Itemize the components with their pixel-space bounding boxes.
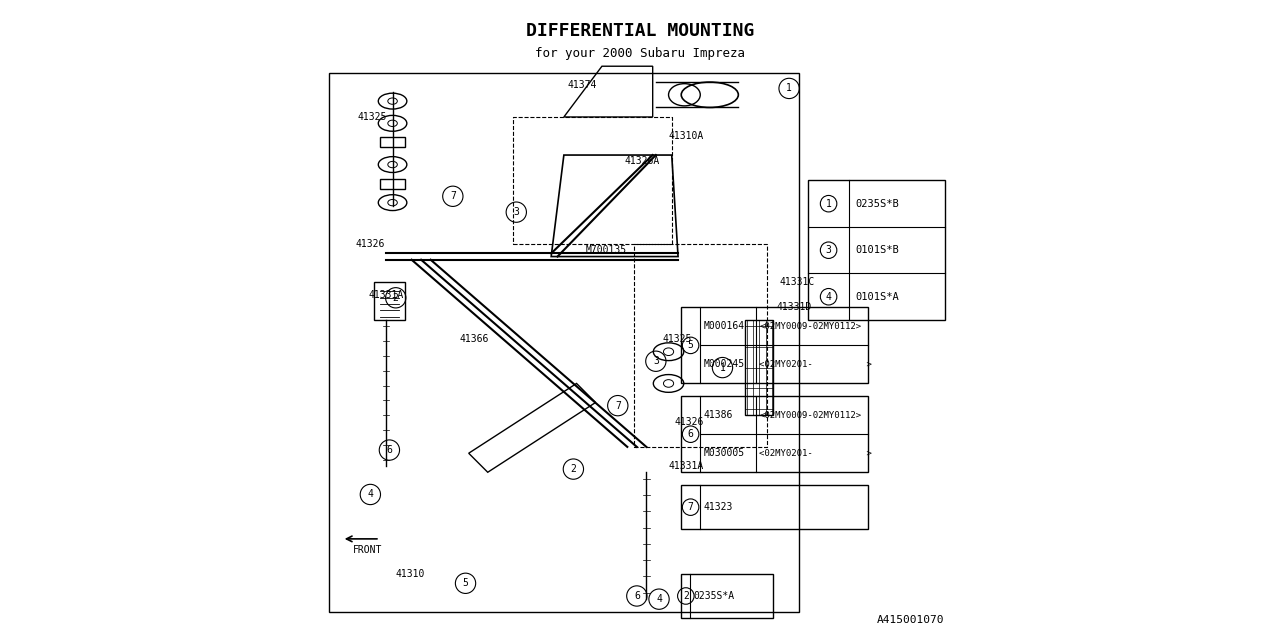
Text: 0235S*A: 0235S*A (694, 591, 735, 601)
Text: 41325: 41325 (357, 112, 387, 122)
Text: 6: 6 (687, 429, 694, 439)
Text: 2: 2 (684, 591, 689, 601)
Text: 2: 2 (393, 292, 398, 303)
Text: 7: 7 (614, 401, 621, 411)
Text: <02MY0201-          >: <02MY0201- > (759, 449, 872, 458)
Text: 41331C: 41331C (780, 277, 815, 287)
Text: 1: 1 (719, 363, 726, 372)
Text: 41310: 41310 (396, 569, 425, 579)
Text: 41310A: 41310A (668, 131, 704, 141)
Text: 1: 1 (826, 198, 832, 209)
Text: 41331A: 41331A (369, 290, 403, 300)
Text: <02MY0009-02MY0112>: <02MY0009-02MY0112> (759, 322, 861, 331)
Text: 5: 5 (687, 340, 694, 350)
Text: 41374: 41374 (567, 80, 596, 90)
Text: 41386: 41386 (703, 410, 732, 420)
Text: DIFFERENTIAL MOUNTING: DIFFERENTIAL MOUNTING (526, 22, 754, 40)
Text: 7: 7 (687, 502, 694, 512)
Text: M030005: M030005 (703, 448, 744, 458)
Text: 41331D: 41331D (777, 302, 812, 312)
Text: 41326: 41326 (675, 417, 704, 426)
Text: FRONT: FRONT (352, 545, 381, 556)
Text: 5: 5 (462, 579, 468, 588)
Text: for your 2000 Subaru Impreza: for your 2000 Subaru Impreza (535, 47, 745, 60)
Text: M000245: M000245 (703, 360, 744, 369)
Text: 2: 2 (571, 464, 576, 474)
Text: 0235S*B: 0235S*B (855, 198, 899, 209)
Text: M700135: M700135 (586, 245, 627, 255)
Text: 41326A: 41326A (625, 156, 659, 166)
Text: 41366: 41366 (460, 334, 489, 344)
Text: 6: 6 (387, 445, 393, 455)
Text: 4: 4 (826, 292, 832, 301)
Text: 6: 6 (634, 591, 640, 601)
Text: 41323: 41323 (703, 502, 732, 512)
Text: 3: 3 (826, 245, 832, 255)
Text: 41331A: 41331A (668, 461, 704, 471)
Text: 3: 3 (653, 356, 659, 366)
Text: 41325: 41325 (662, 334, 691, 344)
Text: M000164: M000164 (703, 321, 744, 332)
Text: 4: 4 (367, 490, 374, 499)
Text: 4: 4 (657, 594, 662, 604)
Text: <02MY0009-02MY0112>: <02MY0009-02MY0112> (759, 411, 861, 420)
Text: 7: 7 (449, 191, 456, 202)
Text: 41326: 41326 (356, 239, 385, 249)
Text: <02MY0201-          >: <02MY0201- > (759, 360, 872, 369)
Text: 3: 3 (513, 207, 520, 217)
Text: 1: 1 (786, 83, 792, 93)
Text: A415001070: A415001070 (877, 614, 945, 625)
Text: 0101S*B: 0101S*B (855, 245, 899, 255)
Text: 0101S*A: 0101S*A (855, 292, 899, 301)
